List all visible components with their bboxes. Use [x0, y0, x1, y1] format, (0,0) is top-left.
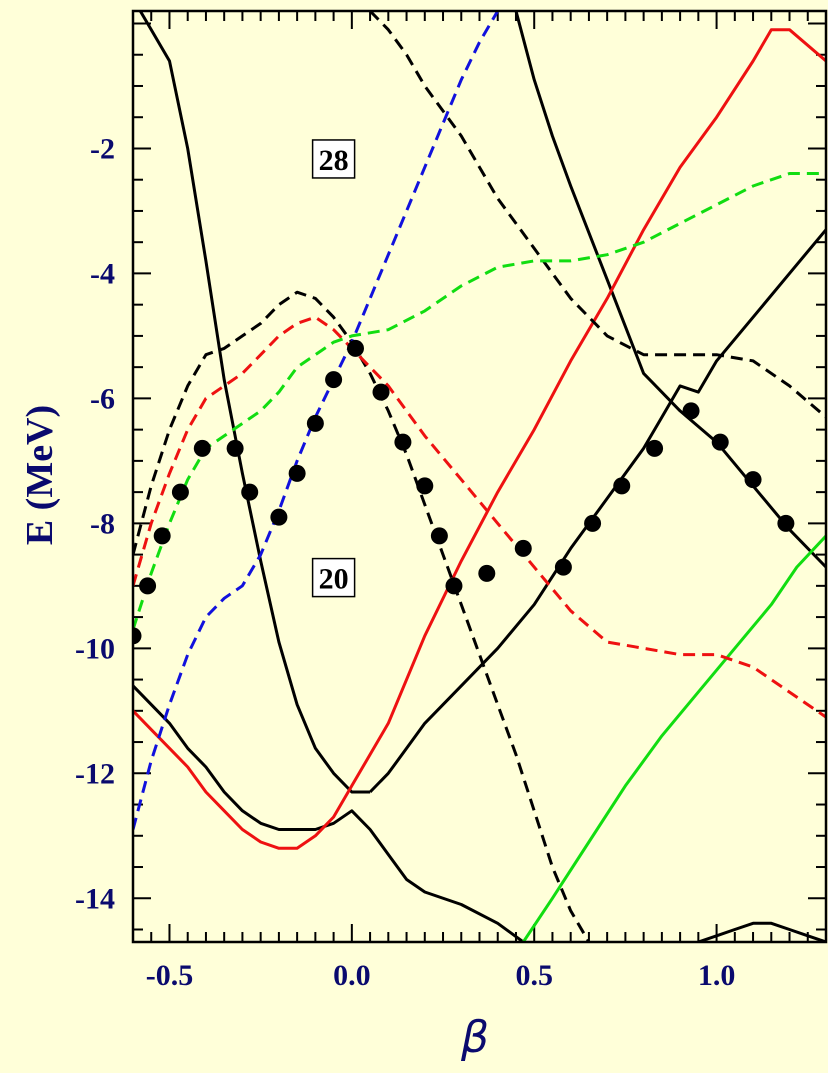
- data-point: [646, 439, 664, 457]
- solid-series-line: [133, 684, 525, 942]
- data-point: [133, 627, 142, 645]
- x-axis-title: β: [460, 1012, 489, 1063]
- dashed-series-line: [133, 11, 500, 830]
- y-axis-title: E (MeV): [19, 405, 61, 545]
- solid-series-line: [514, 11, 826, 569]
- tick-labels: -0.5 0.0 0.5 1.0 -14 -12 -10 -8 -6 -4 -2: [75, 132, 735, 992]
- data-point: [288, 464, 306, 482]
- data-point: [171, 483, 189, 501]
- y-tick-label: -12: [75, 757, 115, 790]
- data-point: [554, 558, 572, 576]
- data-point: [430, 527, 448, 545]
- solid-series-line: [369, 228, 826, 794]
- data-point: [613, 477, 631, 495]
- y-tick-label: -4: [90, 257, 115, 290]
- x-tick-label: 0.5: [515, 959, 553, 992]
- x-tick-label: 1.0: [698, 959, 736, 992]
- series-layer: [133, 11, 826, 942]
- solid-series-line: [522, 534, 826, 942]
- solid-series-line: [139, 11, 371, 794]
- y-tick-label: -8: [90, 507, 115, 540]
- solid-series-line: [133, 28, 826, 850]
- data-point: [346, 339, 364, 357]
- data-point: [711, 433, 729, 451]
- shell-gap-label: 28: [311, 139, 356, 179]
- data-point: [394, 433, 412, 451]
- shell-gap-label: 20: [311, 557, 356, 598]
- plot-frame: [131, 9, 828, 944]
- annotations: 28 20: [311, 139, 356, 598]
- data-point: [416, 477, 434, 495]
- plot-background: [133, 11, 826, 942]
- label-text: 28: [319, 144, 349, 177]
- y-tick-label: -2: [90, 132, 115, 165]
- data-point: [241, 483, 259, 501]
- data-point: [372, 383, 390, 401]
- label-text: 20: [319, 563, 349, 596]
- data-point: [139, 577, 157, 595]
- y-tick-label: -10: [75, 632, 115, 665]
- x-tick-label: -0.5: [146, 959, 194, 992]
- data-point: [306, 414, 324, 432]
- data-point: [226, 439, 244, 457]
- marker-series: [133, 339, 795, 645]
- x-tick-label: 0.0: [333, 959, 371, 992]
- data-point: [270, 508, 288, 526]
- label-box: [311, 557, 356, 598]
- label-box: [311, 139, 356, 179]
- dashed-series-line: [133, 315, 826, 719]
- data-point: [325, 371, 343, 389]
- y-tick-label: -14: [75, 882, 115, 915]
- data-point: [744, 471, 762, 489]
- solid-series-line: [697, 921, 826, 942]
- data-point: [514, 539, 532, 557]
- data-point: [682, 402, 700, 420]
- data-point: [777, 514, 795, 532]
- data-point: [584, 514, 602, 532]
- y-tick-label: -6: [90, 382, 115, 415]
- data-point: [153, 527, 171, 545]
- data-point: [445, 577, 463, 595]
- data-point: [478, 564, 496, 582]
- dashed-series-line: [369, 11, 826, 419]
- data-point: [193, 439, 211, 457]
